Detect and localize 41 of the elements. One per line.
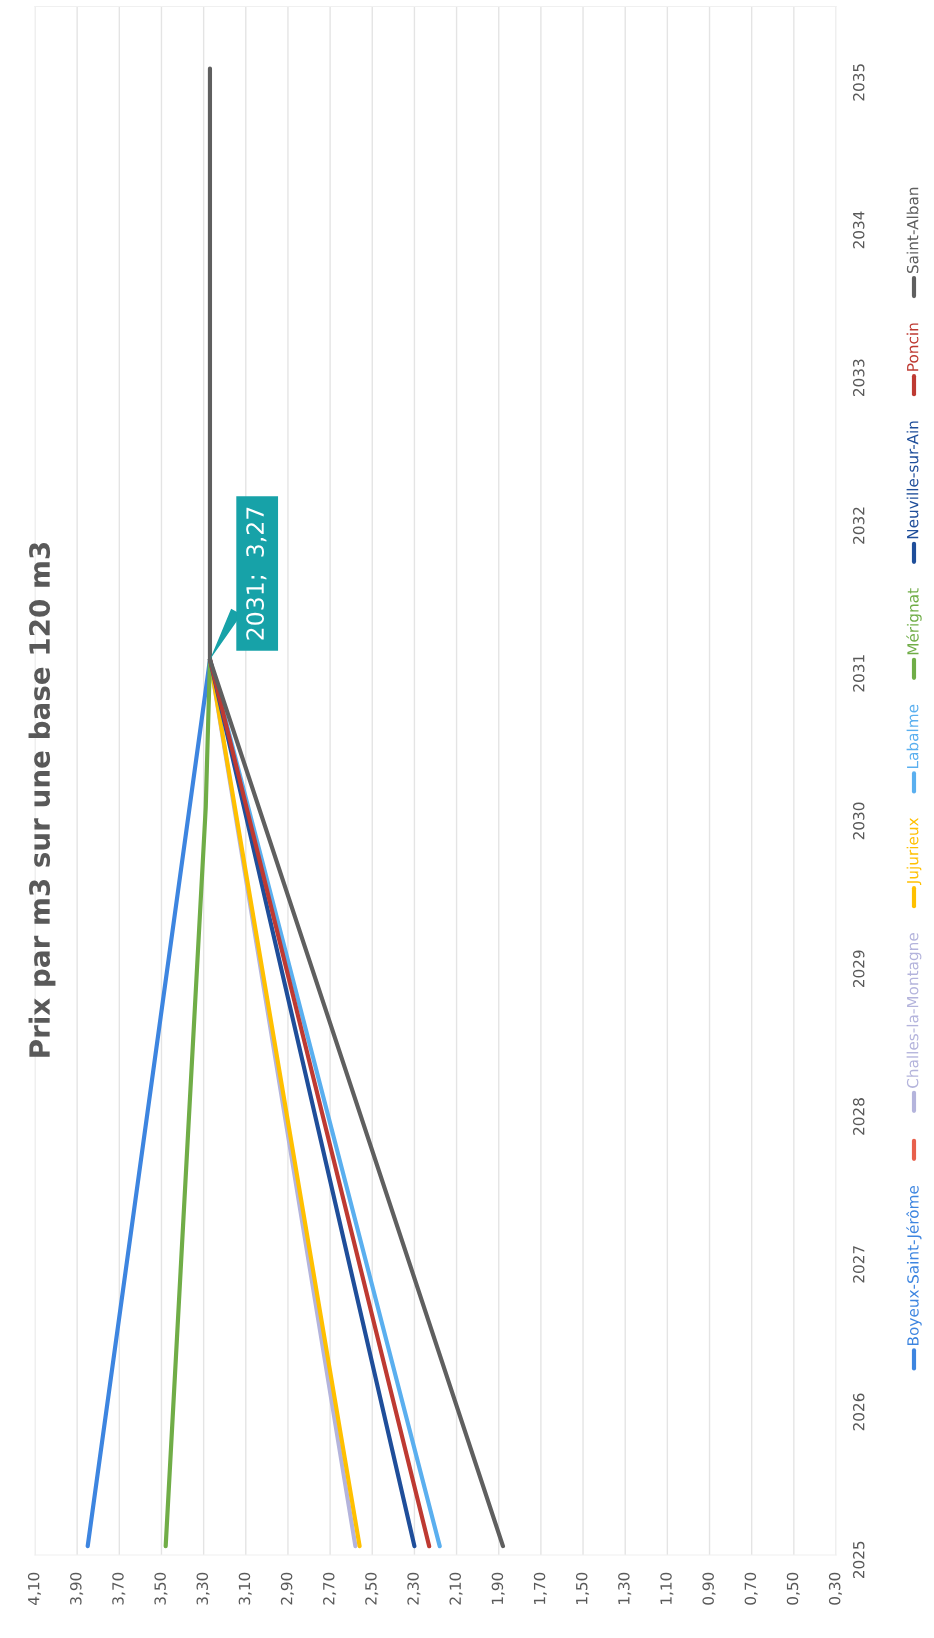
x-tick-label: 2,70 xyxy=(322,1572,337,1605)
x-tick-label: 1,10 xyxy=(660,1572,674,1605)
x-tick-label: 2,30 xyxy=(407,1572,421,1605)
y-tick-label: 2025 xyxy=(852,1541,865,1579)
text: Saint-Alban xyxy=(906,187,919,274)
text: Prix par m3 sur une base 120 m3 xyxy=(28,542,56,1057)
x-tick-label: 3,90 xyxy=(70,1572,84,1605)
x-tick-label: 3,50 xyxy=(154,1572,168,1605)
y-tick-label: 2028 xyxy=(852,1098,865,1135)
x-tick-label: 1,50 xyxy=(575,1572,590,1605)
annotation: 2031; 3,27 xyxy=(246,507,267,640)
y-tick-label: 2035 xyxy=(852,64,865,101)
y-tick-label: 2029 xyxy=(852,950,865,988)
y-tick-label: 2034 xyxy=(852,211,865,249)
x-tick-label: 0,70 xyxy=(744,1572,758,1605)
text: Boyeux-Saint-Jérôme xyxy=(906,1185,922,1345)
x-tick-label: 0,30 xyxy=(828,1572,842,1605)
x-tick-label: 3,30 xyxy=(196,1572,210,1605)
x-tick-label: 1,30 xyxy=(618,1572,632,1605)
x-tick-label: 2,10 xyxy=(449,1572,463,1605)
x-tick-label: 3,10 xyxy=(238,1572,252,1605)
text: Labalme xyxy=(906,704,919,768)
x-tick-label: 0,50 xyxy=(786,1572,800,1605)
text: Mérignat xyxy=(906,588,922,655)
x-tick-label: 0,90 xyxy=(702,1572,716,1605)
y-tick-label: 2032 xyxy=(852,507,865,544)
y-tick-label: 2026 xyxy=(852,1393,865,1431)
text: Poncin xyxy=(906,323,919,371)
x-tick-label: 1,90 xyxy=(491,1572,505,1605)
y-tick-label: 2030 xyxy=(852,802,865,840)
text: Neuville-sur-Ain xyxy=(906,421,919,539)
x-tick-label: 3,70 xyxy=(112,1572,126,1605)
y-tick-label: 2027 xyxy=(852,1246,865,1283)
x-tick-label: 2,50 xyxy=(365,1572,379,1605)
x-tick-label: 1,70 xyxy=(533,1572,547,1605)
y-tick-label: 2031 xyxy=(852,655,865,692)
text: Challes-la-Montagne xyxy=(906,933,922,1088)
x-tick-label: 4,10 xyxy=(27,1572,41,1605)
text: Jujurieux xyxy=(906,817,922,885)
y-tick-label: 2033 xyxy=(852,359,865,397)
x-tick-label: 2,90 xyxy=(280,1572,294,1605)
